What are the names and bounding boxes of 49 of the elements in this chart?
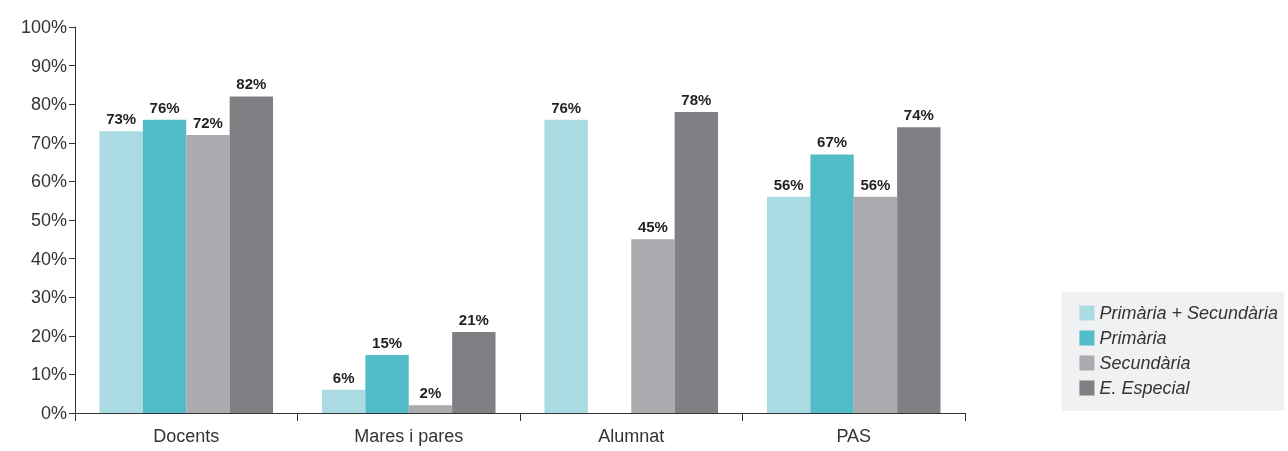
legend-label: Secundària (1099, 353, 1191, 373)
bar (810, 154, 854, 413)
bar (99, 131, 143, 413)
bar (229, 96, 274, 413)
data-label: 76% (551, 98, 582, 116)
y-tick-label: 10% (30, 364, 67, 385)
x-tick-label: Alumnat (598, 426, 665, 446)
data-label: 6% (332, 368, 355, 386)
data-label: 74% (903, 106, 934, 124)
data-label: 21% (458, 310, 489, 328)
data-label: 67% (817, 133, 848, 151)
data-label: 15% (372, 334, 403, 352)
y-tick-label: 50% (30, 210, 67, 230)
y-tick-label: 60% (30, 171, 67, 192)
y-tick-label: 40% (30, 248, 67, 269)
bar (631, 239, 675, 413)
legend-label: E. Especial (1099, 378, 1191, 398)
y-tick-label: 30% (30, 287, 67, 308)
legend-label: Primària (1099, 328, 1167, 348)
data-label: 82% (236, 75, 267, 93)
bar (766, 196, 811, 413)
bar (408, 405, 453, 413)
y-tick-label: 90% (30, 55, 67, 76)
bar (853, 196, 898, 413)
bar (452, 331, 496, 413)
legend-label: Primària + Secundària (1099, 303, 1279, 323)
y-tick-label: 80% (30, 94, 67, 115)
x-tick-label: PAS (836, 426, 872, 446)
bar (365, 355, 409, 413)
data-label: 56% (773, 175, 804, 193)
bar (186, 135, 230, 413)
bar (544, 119, 588, 413)
y-tick-label: 0% (40, 403, 67, 423)
bar (897, 127, 941, 413)
data-label: 76% (149, 98, 180, 116)
y-tick-label: 100% (20, 17, 67, 37)
bar (674, 111, 719, 413)
x-tick-label: Docents (153, 426, 220, 446)
x-tick-label: Mares i pares (354, 426, 464, 446)
data-label: 78% (681, 90, 712, 108)
data-label: 2% (419, 384, 442, 402)
y-tick-label: 70% (30, 132, 67, 153)
data-label: 45% (637, 218, 668, 236)
bar (142, 119, 187, 413)
bar (321, 389, 366, 413)
data-label: 72% (192, 114, 223, 132)
y-tick-label: 20% (30, 325, 67, 346)
data-label: 73% (106, 110, 137, 128)
data-label: 56% (860, 175, 891, 193)
